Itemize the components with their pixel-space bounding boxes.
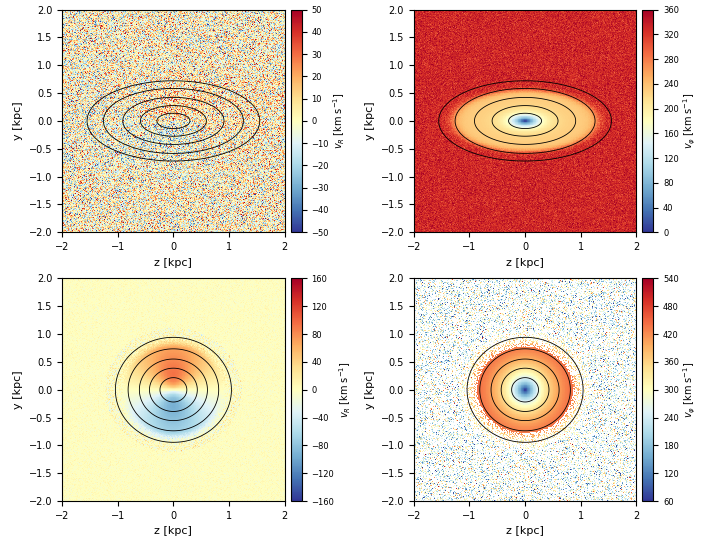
Y-axis label: y [kpc]: y [kpc]: [365, 371, 375, 409]
X-axis label: z [kpc]: z [kpc]: [506, 257, 544, 268]
Y-axis label: y [kpc]: y [kpc]: [13, 371, 23, 409]
X-axis label: z [kpc]: z [kpc]: [506, 526, 544, 537]
X-axis label: z [kpc]: z [kpc]: [154, 526, 192, 537]
Y-axis label: $v_\varphi$ [km s$^{-1}$]: $v_\varphi$ [km s$^{-1}$]: [682, 93, 698, 149]
Y-axis label: $v_R$ [km s$^{-1}$]: $v_R$ [km s$^{-1}$]: [337, 362, 353, 418]
Y-axis label: y [kpc]: y [kpc]: [13, 101, 23, 140]
X-axis label: z [kpc]: z [kpc]: [154, 257, 192, 268]
Y-axis label: $v_R$ [km s$^{-1}$]: $v_R$ [km s$^{-1}$]: [332, 93, 348, 149]
Y-axis label: $v_\varphi$ [km s$^{-1}$]: $v_\varphi$ [km s$^{-1}$]: [682, 362, 698, 418]
Y-axis label: y [kpc]: y [kpc]: [365, 101, 375, 140]
